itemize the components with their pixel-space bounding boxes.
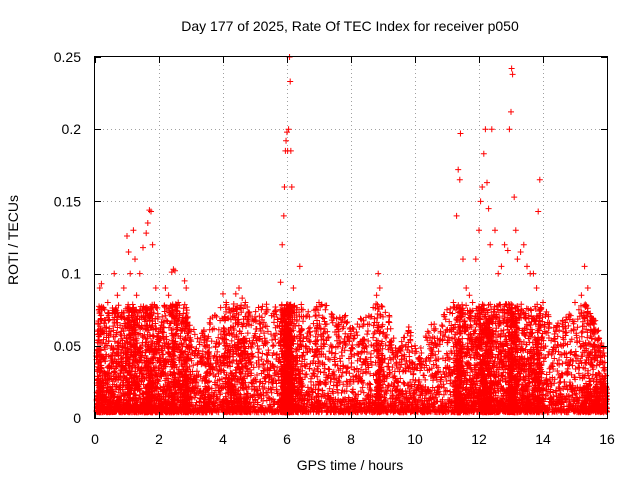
data-point bbox=[364, 331, 371, 338]
data-point bbox=[348, 351, 355, 358]
data-point bbox=[366, 321, 373, 328]
data-point bbox=[319, 333, 326, 340]
data-point bbox=[272, 304, 279, 311]
data-point bbox=[270, 319, 277, 326]
data-point bbox=[244, 330, 251, 337]
data-point bbox=[248, 344, 255, 351]
data-point bbox=[329, 319, 336, 326]
data-point bbox=[365, 312, 372, 319]
data-point bbox=[314, 373, 321, 380]
data-point bbox=[259, 350, 266, 357]
data-point bbox=[320, 315, 327, 322]
data-point bbox=[253, 317, 260, 324]
data-point bbox=[367, 381, 374, 388]
data-point bbox=[307, 324, 314, 331]
data-point bbox=[308, 378, 314, 385]
grid bbox=[95, 57, 607, 418]
data-point bbox=[98, 312, 105, 319]
data-point bbox=[329, 343, 336, 350]
data-point bbox=[263, 323, 270, 330]
data-point bbox=[98, 347, 104, 354]
data-point bbox=[162, 312, 169, 319]
data-point bbox=[269, 342, 276, 349]
data-point bbox=[102, 346, 109, 353]
data-point bbox=[104, 342, 111, 349]
data-point bbox=[103, 351, 110, 358]
data-point bbox=[98, 365, 105, 372]
data-point bbox=[109, 359, 116, 366]
data-point bbox=[326, 385, 333, 392]
data-point bbox=[252, 308, 259, 315]
data-point bbox=[300, 318, 306, 325]
data-point bbox=[321, 325, 328, 332]
data-point bbox=[102, 358, 109, 365]
data-point bbox=[255, 346, 262, 353]
data-point bbox=[305, 325, 312, 332]
data-point bbox=[332, 350, 339, 357]
data-point bbox=[343, 368, 350, 375]
data-point bbox=[111, 393, 118, 400]
data-point bbox=[358, 349, 365, 356]
data-point bbox=[263, 357, 270, 364]
data-point bbox=[323, 302, 330, 309]
data-point bbox=[108, 364, 115, 371]
data-point bbox=[94, 354, 101, 361]
data-point bbox=[317, 331, 324, 338]
data-point bbox=[364, 328, 371, 335]
data-point bbox=[103, 324, 110, 331]
data-point bbox=[206, 319, 213, 326]
data-point bbox=[181, 301, 188, 308]
data-point bbox=[114, 319, 121, 326]
data-point bbox=[107, 331, 114, 338]
data-point bbox=[105, 317, 112, 324]
data-points bbox=[93, 54, 610, 416]
data-point bbox=[99, 339, 106, 346]
data-point bbox=[105, 337, 112, 344]
